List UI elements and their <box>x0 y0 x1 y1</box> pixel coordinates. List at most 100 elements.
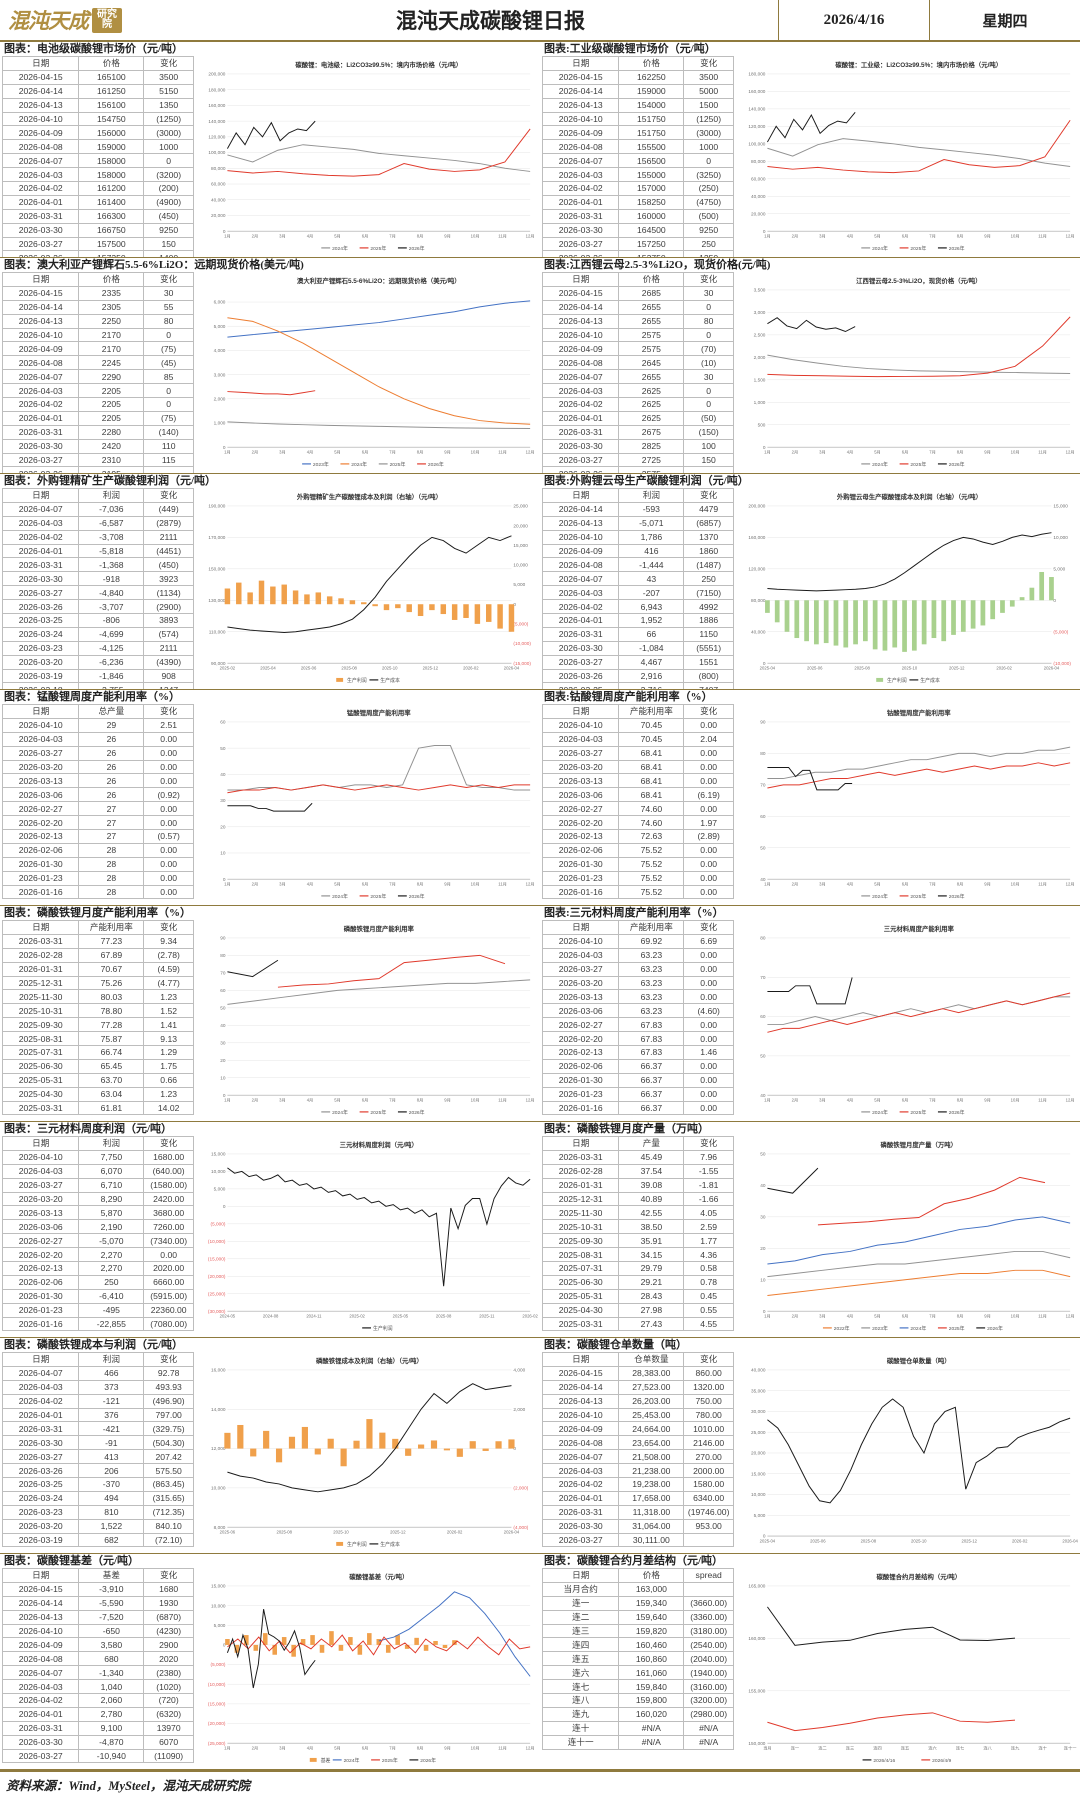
panel-title-lfp-output: 图表：磷酸铁锂月度产量（万吨） <box>544 1123 709 1135</box>
table-cell: 2026-04-01 <box>541 194 620 210</box>
lfp-cost-profit-chart: 磷酸铁锂成本及利润（右轴）（元/吨） 8,000 10,000 12,000 14,00… <box>211 1356 529 1548</box>
table-cell: 27 <box>78 829 145 844</box>
table-row: 2026-04-13 2250 80 <box>1 313 194 329</box>
table-row: 2026-04-13 -7,520 (6870) <box>1 1609 194 1625</box>
table-cell: 373 <box>78 1379 145 1395</box>
svg-text:40,000: 40,000 <box>751 1368 766 1373</box>
table-cell: (3000) <box>143 125 194 141</box>
table-row: 2026-03-30 2825 100 <box>541 438 734 454</box>
svg-text:30: 30 <box>760 1215 766 1220</box>
table-cell: 0.45 <box>683 1288 734 1304</box>
table-cell: 23,654.00 <box>618 1435 685 1451</box>
table-cell: 2026-03-30 <box>541 222 620 238</box>
table-cell: (720) <box>143 1693 194 1708</box>
table-cell: 34.15 <box>618 1247 685 1263</box>
svg-text:外购锂云母生产碳酸锂成本及利润（右轴）（元/吨）: 外购锂云母生产碳酸锂成本及利润（右轴）（元/吨） <box>837 492 982 501</box>
table-row: 2026-04-10 29 2.51 <box>1 717 194 733</box>
table-row: 2026-04-03 1,040 (1020) <box>1 1679 194 1695</box>
table-cell: 0.00 <box>683 961 734 977</box>
table-row: 2026-03-20 1,522 840.10 <box>1 1518 194 1534</box>
svg-text:6月: 6月 <box>362 882 369 888</box>
panel-battery-price: 图表：电池级碳酸锂市场价（元/吨） 日期 价格 变化 2026-04-15 165100 3… <box>0 42 540 257</box>
svg-text:2025年: 2025年 <box>390 461 406 468</box>
table-cell: 2026-03-27 <box>1 745 80 761</box>
column-header: 产能利用率 <box>618 704 685 719</box>
table-cell: -1,340 <box>78 1665 145 1681</box>
table-cell: 1,952 <box>618 613 685 628</box>
svg-text:7月: 7月 <box>929 450 936 456</box>
svg-text:1月: 1月 <box>764 882 771 888</box>
table-row: 2026-04-14 -5,590 1930 <box>1 1595 194 1611</box>
svg-text:6,000: 6,000 <box>214 300 226 305</box>
table-cell: 2026-02-27 <box>1 801 80 817</box>
table-cell: 8,290 <box>78 1191 145 1207</box>
table-cell: 2026-04-03 <box>541 383 620 399</box>
table-cell: 115 <box>143 452 194 468</box>
svg-text:2,000: 2,000 <box>214 396 226 401</box>
table-cell: 26 <box>78 759 145 775</box>
table-cell: 2026-03-23 <box>1 1504 80 1520</box>
ncm-profit-table: 日期 利润 变化 2026-04-10 7,750 1680.00 2026-04-03 6,… <box>1 1136 194 1332</box>
svg-text:15,000: 15,000 <box>1053 504 1068 509</box>
svg-text:2026年: 2026年 <box>949 245 965 252</box>
table-cell: 165100 <box>78 69 145 85</box>
table-cell: 0.00 <box>143 773 194 789</box>
table-cell: 当月合约 <box>541 1581 620 1597</box>
table-cell: (3660.00) <box>683 1595 734 1611</box>
table-cell: 2026-02-13 <box>1 829 80 844</box>
svg-text:6月: 6月 <box>362 234 369 240</box>
table-cell: 2026-04-03 <box>541 585 620 601</box>
table-cell: 67.83 <box>618 1031 685 1047</box>
table-cell: 1680 <box>143 1581 194 1597</box>
table-cell: 1010.00 <box>683 1421 734 1437</box>
table-cell: 28 <box>78 842 145 858</box>
column-header: 日期 <box>1 1136 80 1151</box>
table-row: 2026-04-03 21,238.00 2000.00 <box>541 1463 734 1479</box>
svg-text:10月: 10月 <box>1011 1314 1020 1320</box>
svg-text:5,000: 5,000 <box>1053 567 1065 572</box>
table-cell: 0.00 <box>683 1100 734 1116</box>
table-cell: 151750 <box>618 125 685 141</box>
table-row: 2026-04-01 2,780 (6320) <box>1 1706 194 1722</box>
table-cell: 63.23 <box>618 947 685 963</box>
svg-text:碳酸锂合约月差结构（元/吨）: 碳酸锂合约月差结构（元/吨） <box>876 1572 961 1581</box>
table-cell: 68.41 <box>618 787 685 803</box>
table-cell: 68.41 <box>618 745 685 761</box>
table-row: 2026-02-06 28 0.00 <box>1 842 194 858</box>
table-row: 2026-02-06 250 6660.00 <box>1 1274 194 1290</box>
svg-text:6月: 6月 <box>362 450 369 456</box>
table-cell: 3680.00 <box>143 1205 194 1221</box>
table-row: 2026-03-19 -1,846 908 <box>1 668 194 684</box>
table-row: 2026-03-30 -91 (504.30) <box>1 1435 194 1451</box>
svg-text:2025-04: 2025-04 <box>760 1538 776 1543</box>
table-row: 2026-03-27 -4,840 (1134) <box>1 585 194 601</box>
table-cell: 2575 <box>618 466 685 473</box>
svg-text:11月: 11月 <box>1038 1314 1047 1320</box>
svg-text:生产利润: 生产利润 <box>887 677 907 684</box>
table-cell: 28 <box>78 884 145 900</box>
svg-text:1月: 1月 <box>764 1098 771 1104</box>
table-header-row: 日期 仓单数量 变化 <box>541 1352 734 1367</box>
column-header: 变化 <box>143 488 194 503</box>
table-cell: 780.00 <box>683 1407 734 1423</box>
table-cell: 0 <box>143 383 194 399</box>
table-row: 2026-04-03 155000 (3250) <box>541 167 734 183</box>
table-row: 2026-04-10 2170 0 <box>1 327 194 343</box>
table-cell: 2026-04-01 <box>1 194 80 210</box>
svg-text:120,000: 120,000 <box>748 567 765 572</box>
svg-text:0: 0 <box>223 445 226 450</box>
table-cell: 2026-01-30 <box>1 1288 80 1304</box>
table-cell: (4750) <box>683 194 734 210</box>
table-cell: 2111 <box>143 640 194 656</box>
table-cell: (2040.00) <box>683 1651 734 1667</box>
table-row: 2026-03-06 26 (0.92) <box>1 787 194 803</box>
panel-title-battery-price: 图表：电池级碳酸锂市场价（元/吨） <box>4 43 184 55</box>
table-cell: (712.35) <box>143 1504 194 1520</box>
svg-text:2026年: 2026年 <box>949 461 965 468</box>
table-cell: 1.75 <box>143 1058 194 1074</box>
table-cell: 2025-11-30 <box>1 989 80 1005</box>
svg-text:9月: 9月 <box>444 234 451 240</box>
column-header: 变化 <box>143 704 194 719</box>
table-cell: #N/A <box>618 1734 685 1750</box>
table-cell: 40.89 <box>618 1191 685 1207</box>
